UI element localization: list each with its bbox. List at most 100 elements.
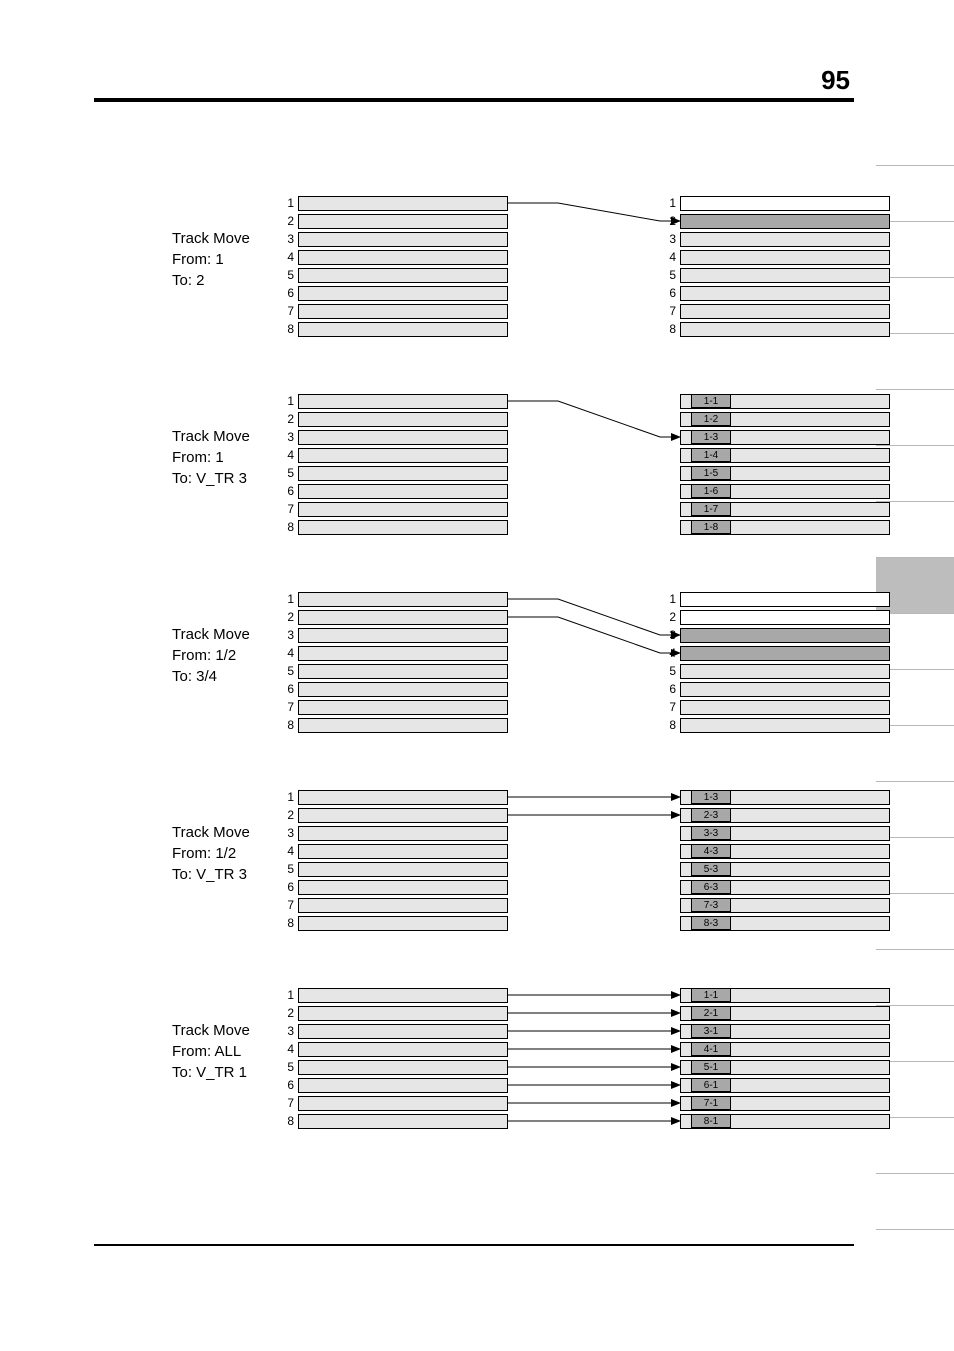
label-to: To: V_TR 1 xyxy=(172,1062,250,1083)
track-row: 5 xyxy=(280,1058,508,1076)
track-bar xyxy=(298,682,508,697)
label-from: From: 1/2 xyxy=(172,645,250,666)
dest-tracks: 1-32-33-34-35-36-37-38-3 xyxy=(662,788,890,932)
source-tracks: 12345678 xyxy=(280,788,508,932)
track-number: 8 xyxy=(280,520,294,534)
track-number: 7 xyxy=(280,1096,294,1110)
track-row: 3-1 xyxy=(662,1022,890,1040)
track-number: 7 xyxy=(280,502,294,516)
track-bar xyxy=(680,610,890,625)
track-bar xyxy=(680,250,890,265)
vtrack-bar: 7-3 xyxy=(680,898,890,913)
track-row: 5-3 xyxy=(662,860,890,878)
vtrack-bar: 1-2 xyxy=(680,412,890,427)
track-row: 1 xyxy=(280,392,508,410)
track-row: 8 xyxy=(280,320,508,338)
track-bar xyxy=(298,916,508,931)
label-from: From: ALL xyxy=(172,1041,250,1062)
vtrack-label: 3-1 xyxy=(691,1024,731,1038)
vtrack-bar: 1-4 xyxy=(680,448,890,463)
track-number: 4 xyxy=(280,448,294,462)
vtrack-label: 6-1 xyxy=(691,1078,731,1092)
track-number: 3 xyxy=(280,232,294,246)
vtrack-label: 1-1 xyxy=(691,394,731,408)
vtrack-bar: 2-3 xyxy=(680,808,890,823)
track-row: 4 xyxy=(662,644,890,662)
track-number: 1 xyxy=(280,196,294,210)
track-row: 5 xyxy=(662,662,890,680)
track-bar xyxy=(680,718,890,733)
track-number: 2 xyxy=(280,214,294,228)
track-row: 1-1 xyxy=(662,392,890,410)
diagram-label: Track MoveFrom: 1/2To: V_TR 3 xyxy=(172,822,250,885)
track-bar xyxy=(680,304,890,319)
track-number: 5 xyxy=(280,862,294,876)
track-row: 2 xyxy=(280,806,508,824)
vtrack-label: 5-3 xyxy=(691,862,731,876)
track-number: 5 xyxy=(662,268,676,282)
page-number: 95 xyxy=(821,65,850,96)
track-row: 4 xyxy=(280,446,508,464)
track-bar xyxy=(298,700,508,715)
track-row: 4 xyxy=(280,644,508,662)
track-row: 1 xyxy=(280,788,508,806)
track-row: 3 xyxy=(662,230,890,248)
track-bar xyxy=(298,880,508,895)
track-row: 6-3 xyxy=(662,878,890,896)
track-row: 7 xyxy=(280,698,508,716)
source-tracks: 12345678 xyxy=(280,392,508,536)
track-number: 3 xyxy=(662,628,676,642)
track-bar xyxy=(298,790,508,805)
track-number: 6 xyxy=(280,880,294,894)
label-to: To: V_TR 3 xyxy=(172,468,250,489)
track-row: 4-3 xyxy=(662,842,890,860)
track-number: 2 xyxy=(662,214,676,228)
track-number: 2 xyxy=(280,808,294,822)
track-row: 1 xyxy=(280,986,508,1004)
vtrack-label: 1-8 xyxy=(691,520,731,534)
vtrack-label: 5-1 xyxy=(691,1060,731,1074)
track-bar xyxy=(298,1114,508,1129)
track-row: 6 xyxy=(662,680,890,698)
track-row: 5 xyxy=(280,266,508,284)
vtrack-label: 1-3 xyxy=(691,790,731,804)
vtrack-bar: 1-7 xyxy=(680,502,890,517)
track-row: 1-3 xyxy=(662,428,890,446)
side-tab xyxy=(876,726,954,782)
vtrack-label: 1-3 xyxy=(691,430,731,444)
track-row: 1-5 xyxy=(662,464,890,482)
track-number: 6 xyxy=(280,682,294,696)
track-row: 6 xyxy=(280,878,508,896)
track-row: 2 xyxy=(662,212,890,230)
track-row: 2-1 xyxy=(662,1004,890,1022)
track-bar xyxy=(298,1078,508,1093)
track-number: 8 xyxy=(662,718,676,732)
track-row: 3 xyxy=(280,1022,508,1040)
track-row: 2 xyxy=(280,1004,508,1022)
track-number: 8 xyxy=(662,322,676,336)
track-bar xyxy=(298,232,508,247)
diagram-label: Track MoveFrom: 1/2To: 3/4 xyxy=(172,624,250,687)
track-bar xyxy=(680,628,890,643)
track-row: 8 xyxy=(662,716,890,734)
track-bar xyxy=(680,232,890,247)
vtrack-label: 1-6 xyxy=(691,484,731,498)
track-bar xyxy=(680,664,890,679)
track-number: 6 xyxy=(280,1078,294,1092)
vtrack-bar: 1-6 xyxy=(680,484,890,499)
track-number: 5 xyxy=(280,268,294,282)
track-row: 5-1 xyxy=(662,1058,890,1076)
track-row: 6 xyxy=(280,680,508,698)
track-number: 1 xyxy=(662,196,676,210)
track-bar xyxy=(680,682,890,697)
track-number: 3 xyxy=(662,232,676,246)
side-tab xyxy=(876,334,954,390)
source-tracks: 12345678 xyxy=(280,986,508,1130)
diagram-label: Track MoveFrom: ALLTo: V_TR 1 xyxy=(172,1020,250,1083)
track-number: 1 xyxy=(280,988,294,1002)
track-number: 8 xyxy=(280,1114,294,1128)
vtrack-label: 1-7 xyxy=(691,502,731,516)
track-row: 6 xyxy=(280,284,508,302)
track-row: 4 xyxy=(280,842,508,860)
track-number: 7 xyxy=(280,304,294,318)
